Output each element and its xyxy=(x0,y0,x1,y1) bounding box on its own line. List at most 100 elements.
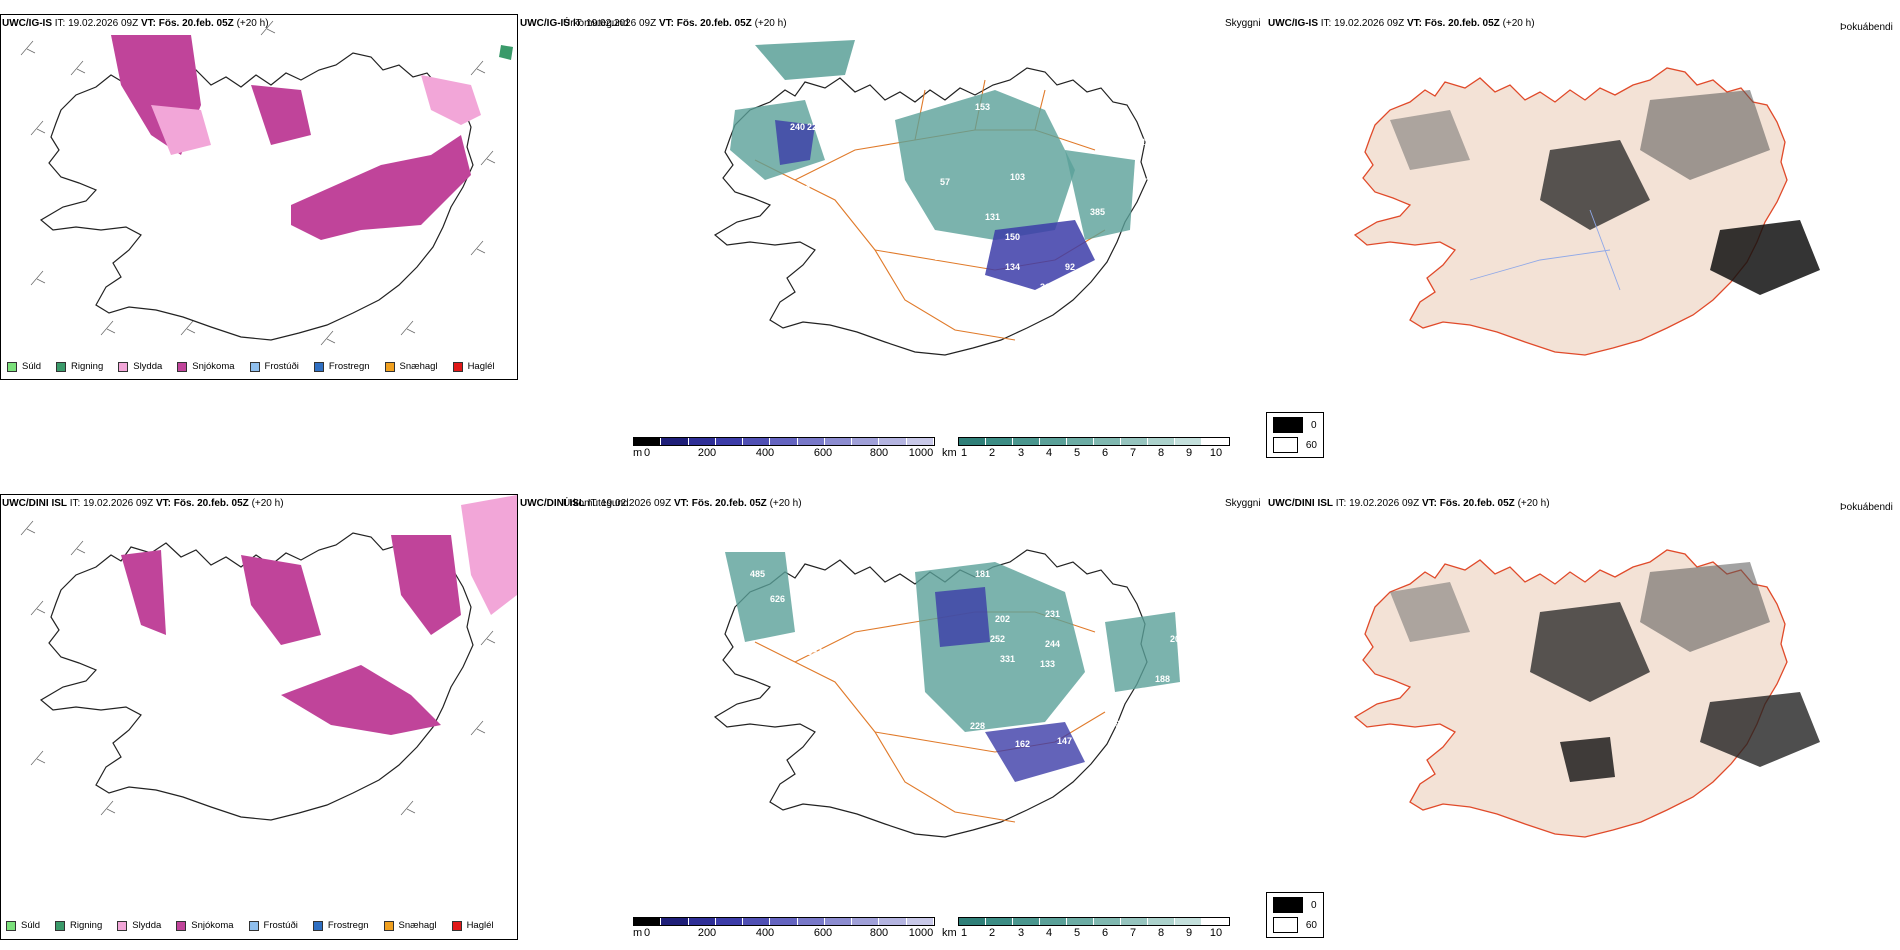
panel-title: UWC/IG-IS IT: 19.02.2026 09Z VT: Fös. 20… xyxy=(1268,18,1535,29)
tick-label: 2 xyxy=(988,927,996,939)
vt-value: Fös. 20.feb. 05Z xyxy=(1439,498,1515,509)
precip-type-legend: Súld Rigning Slydda Snjókoma Frostúði Fr… xyxy=(6,920,509,931)
it-value: 19.02.2026 09Z xyxy=(586,18,657,29)
ceiling-label: 290 xyxy=(935,252,950,262)
product-name: Úrkomutegund xyxy=(563,18,629,29)
ceiling-label: 92 xyxy=(1065,262,1075,272)
panel-fog-dini xyxy=(1290,512,1890,857)
vt-value: Fös. 20.feb. 05Z xyxy=(691,498,767,509)
model-label: UWC/IG-IS xyxy=(520,18,570,29)
it-label: IT: xyxy=(69,498,81,509)
visibility-ticks: 1 2 3 4 5 6 7 8 9 10 xyxy=(958,926,1230,940)
panel-precip-type-dini xyxy=(0,494,518,940)
ceiling-label: 188 xyxy=(1155,674,1170,684)
it-value: 19.02.2026 09Z xyxy=(68,18,139,29)
ceiling-unit: m xyxy=(633,447,643,459)
it-value: 19.02.2026 09Z xyxy=(83,498,154,509)
ceiling-label: 133 xyxy=(1040,659,1055,669)
tick-label: 6 xyxy=(1101,447,1109,459)
legend-label: Slydda xyxy=(133,361,163,372)
panel-title: UWC/IG-IS IT: 19.02.2026 09Z VT: Fös. 20… xyxy=(520,18,787,29)
ceiling-colorbar: m 0 200 400 600 800 1000 xyxy=(633,437,935,460)
panel-title: UWC/DINI ISL IT: 19.02.2026 09Z VT: Fös.… xyxy=(2,498,284,509)
ceiling-label: 385 xyxy=(1090,207,1105,217)
tick-label: 1 xyxy=(960,447,968,459)
ceiling-unit: m xyxy=(633,927,643,939)
legend-item: Frostregn xyxy=(313,361,370,372)
legend-label: Haglél xyxy=(466,920,494,931)
ceiling-label: 626 xyxy=(770,594,785,604)
ceiling-label: 99 xyxy=(1110,719,1120,729)
fog-swatch xyxy=(1273,917,1298,933)
ceiling-label: 162 xyxy=(1015,739,1030,749)
fog-legend: 0 60 xyxy=(1266,412,1324,458)
legend-label: Snjókoma xyxy=(191,920,234,931)
tick-label: 600 xyxy=(813,927,833,939)
tick-label: 7 xyxy=(1129,927,1137,939)
tick-label: 800 xyxy=(869,447,889,459)
model-label: UWC/DINI ISL xyxy=(1268,498,1333,509)
vt-label: VT: xyxy=(658,18,674,29)
ceiling-label: 82 xyxy=(925,237,935,247)
fog-legend-label: 0 xyxy=(1311,419,1317,431)
ceiling-label: 231 xyxy=(1045,609,1060,619)
fog-legend-row: 0 xyxy=(1273,417,1317,433)
precip-type-legend: Súld Rigning Slydda Snjókoma Frostúði Fr… xyxy=(7,361,510,372)
ceiling-label: 166 xyxy=(1150,172,1165,182)
model-label: UWC/DINI ISL xyxy=(520,498,585,509)
legend-label: Snæhagl xyxy=(399,361,438,372)
tick-label: 4 xyxy=(1045,447,1053,459)
it-label: IT: xyxy=(1335,498,1347,509)
vt-value: Fös. 20.feb. 05Z xyxy=(676,18,752,29)
ceiling-label: 103 xyxy=(1010,172,1025,182)
panel-visibility-dini: 485 626 588 397 102 90 181 202 252 331 1… xyxy=(635,512,1245,852)
product-name: Skyggni xyxy=(1225,498,1261,509)
ceiling-label: 202 xyxy=(1170,634,1185,644)
legend-item: Rigning xyxy=(56,361,103,372)
legend-item: Snjókoma xyxy=(177,361,235,372)
vt-label: VT: xyxy=(673,498,689,509)
ceiling-label: 228 xyxy=(970,721,985,731)
fog-swatch xyxy=(1273,897,1303,913)
tick-label: 0 xyxy=(643,447,651,459)
visibility-colorbar-bar xyxy=(958,437,1230,446)
legend-label: Haglél xyxy=(467,361,495,372)
vt-value: Fös. 20.feb. 05Z xyxy=(158,18,234,29)
tick-label: 5 xyxy=(1073,927,1081,939)
legend-swatch xyxy=(7,361,17,372)
legend-item: Snæhagl xyxy=(384,361,438,372)
legend-label: Frostregn xyxy=(328,361,370,372)
tick-label: 0 xyxy=(643,927,651,939)
product-name: Þokuábendi xyxy=(1840,22,1893,33)
ceiling-label: 252 xyxy=(990,634,1005,644)
legend-item: Rigning xyxy=(55,920,102,931)
ceiling-label: 257 xyxy=(1090,122,1105,132)
legend-swatch xyxy=(55,920,66,931)
tick-label: 3 xyxy=(1017,447,1025,459)
it-label: IT: xyxy=(587,498,599,509)
tick-label: 200 xyxy=(697,927,717,939)
tick-label: 600 xyxy=(813,447,833,459)
legend-swatch xyxy=(312,920,323,931)
model-label: UWC/DINI ISL xyxy=(2,498,67,509)
ceiling-label: 225 xyxy=(807,122,822,132)
ceiling-label: 485 xyxy=(750,569,765,579)
tick-label: 4 xyxy=(1045,927,1053,939)
legend-swatch xyxy=(313,361,324,372)
tick-label: 3 xyxy=(1017,927,1025,939)
legend-label: Rigning xyxy=(71,361,104,372)
legend-item: Súld xyxy=(7,361,41,372)
it-value: 19.02.2026 09Z xyxy=(601,498,672,509)
it-label: IT: xyxy=(572,18,584,29)
ceiling-label: 57 xyxy=(940,177,950,187)
ceiling-ticks: 0 200 400 600 800 1000 xyxy=(633,926,935,940)
tick-label: 200 xyxy=(697,447,717,459)
fog-legend-label: 60 xyxy=(1305,919,1317,931)
ceiling-label: 150 xyxy=(1005,232,1020,242)
legend-swatch xyxy=(177,361,188,372)
legend-swatch xyxy=(248,920,259,931)
map-fog-ig xyxy=(1354,67,1820,356)
legend-label: Slydda xyxy=(132,920,162,931)
lead-time: (+20 h) xyxy=(769,498,802,509)
panel-precip-type-ig: Súld Rigning Slydda Snjókoma Frostúði Fr… xyxy=(0,14,518,380)
